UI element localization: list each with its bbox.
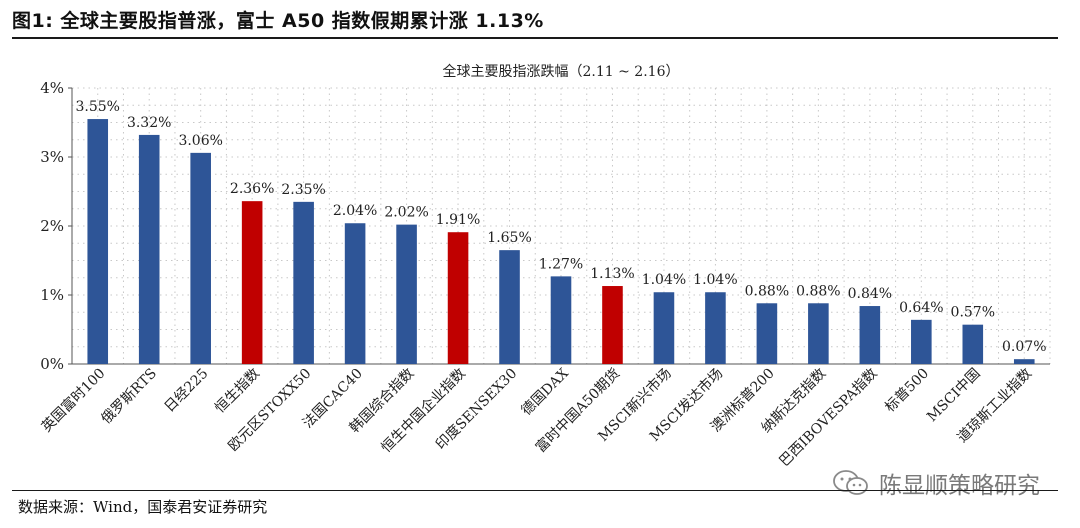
data-label: 0.07% bbox=[1002, 339, 1046, 355]
bar bbox=[808, 303, 829, 364]
title-rule bbox=[12, 37, 1058, 39]
watermark-text: 陈显顺策略研究 bbox=[879, 473, 1040, 499]
bar bbox=[653, 292, 675, 364]
y-tick-label: 3% bbox=[40, 148, 64, 166]
watermark: 陈显顺策略研究 bbox=[831, 466, 1040, 500]
bar bbox=[241, 201, 263, 364]
bar bbox=[396, 224, 417, 364]
data-label: 1.04% bbox=[693, 272, 737, 288]
source-note: 数据来源：Wind，国泰君安证券研究 bbox=[18, 498, 268, 516]
x-tick-label: 恒生中国企业指数 bbox=[378, 365, 469, 456]
x-tick-label: 巴西IBOVESPA指数 bbox=[776, 366, 880, 470]
bar bbox=[138, 134, 160, 364]
bar bbox=[447, 232, 469, 364]
data-label: 0.64% bbox=[899, 300, 943, 316]
data-label: 2.04% bbox=[333, 203, 377, 219]
x-tick-label: 俄罗斯RTS bbox=[98, 366, 160, 428]
bar bbox=[705, 292, 726, 364]
y-tick-label: 4% bbox=[40, 79, 64, 97]
bar bbox=[962, 324, 984, 364]
bar bbox=[293, 201, 314, 364]
bar bbox=[550, 276, 572, 364]
wechat-icon bbox=[833, 470, 868, 495]
bar bbox=[344, 223, 366, 364]
x-tick-label: 德国DAX bbox=[519, 365, 572, 418]
bar bbox=[756, 303, 778, 364]
source-rule bbox=[12, 490, 1058, 491]
bar-layer bbox=[87, 119, 1035, 364]
bar bbox=[859, 306, 881, 364]
data-label: 1.65% bbox=[487, 230, 531, 246]
bar bbox=[190, 152, 211, 364]
data-label: 1.27% bbox=[539, 256, 583, 272]
data-label: 2.35% bbox=[281, 182, 325, 198]
y-tick-label: 2% bbox=[40, 217, 64, 235]
data-label: 0.88% bbox=[796, 283, 840, 299]
label-layer: 3.55% 3.32% 3.06% 2.36% 2.35% 2.04% 2.02% 1.91%… bbox=[75, 99, 1046, 355]
data-label: 3.32% bbox=[127, 115, 171, 131]
x-tick-label: 英国富时100 bbox=[38, 365, 109, 436]
bar bbox=[1013, 359, 1035, 364]
bar bbox=[499, 250, 520, 364]
data-label: 0.88% bbox=[745, 283, 789, 299]
x-tick-label: 恒生指数 bbox=[212, 366, 263, 417]
y-tick-label: 0% bbox=[40, 355, 64, 373]
data-label: 0.57% bbox=[951, 305, 995, 321]
y-tick-label: 1% bbox=[40, 286, 64, 304]
chart-title: 全球主要股指涨跌幅（2.11 ~ 2.16） bbox=[443, 63, 680, 80]
x-tick-label: 日经225 bbox=[161, 366, 211, 416]
x-tick-label: 标普500 bbox=[882, 366, 932, 416]
data-label: 3.06% bbox=[178, 133, 222, 149]
data-label: 1.91% bbox=[436, 212, 480, 228]
axis-layer: 0% 1% 2% 3% 4% bbox=[40, 79, 1050, 373]
data-label: 3.55% bbox=[75, 99, 119, 115]
data-label: 1.13% bbox=[590, 266, 634, 282]
bar bbox=[911, 319, 932, 364]
bar bbox=[602, 286, 623, 364]
data-label: 0.84% bbox=[848, 286, 892, 302]
data-label: 2.02% bbox=[384, 205, 428, 221]
x-tick-label: 富时中国A50期货 bbox=[532, 365, 623, 456]
bar bbox=[87, 119, 109, 364]
data-label: 1.04% bbox=[642, 272, 686, 288]
figure-title: 图1: 全球主要股指普涨，富士 A50 指数假期累计涨 1.13% bbox=[12, 10, 544, 32]
data-label: 2.36% bbox=[230, 181, 274, 197]
